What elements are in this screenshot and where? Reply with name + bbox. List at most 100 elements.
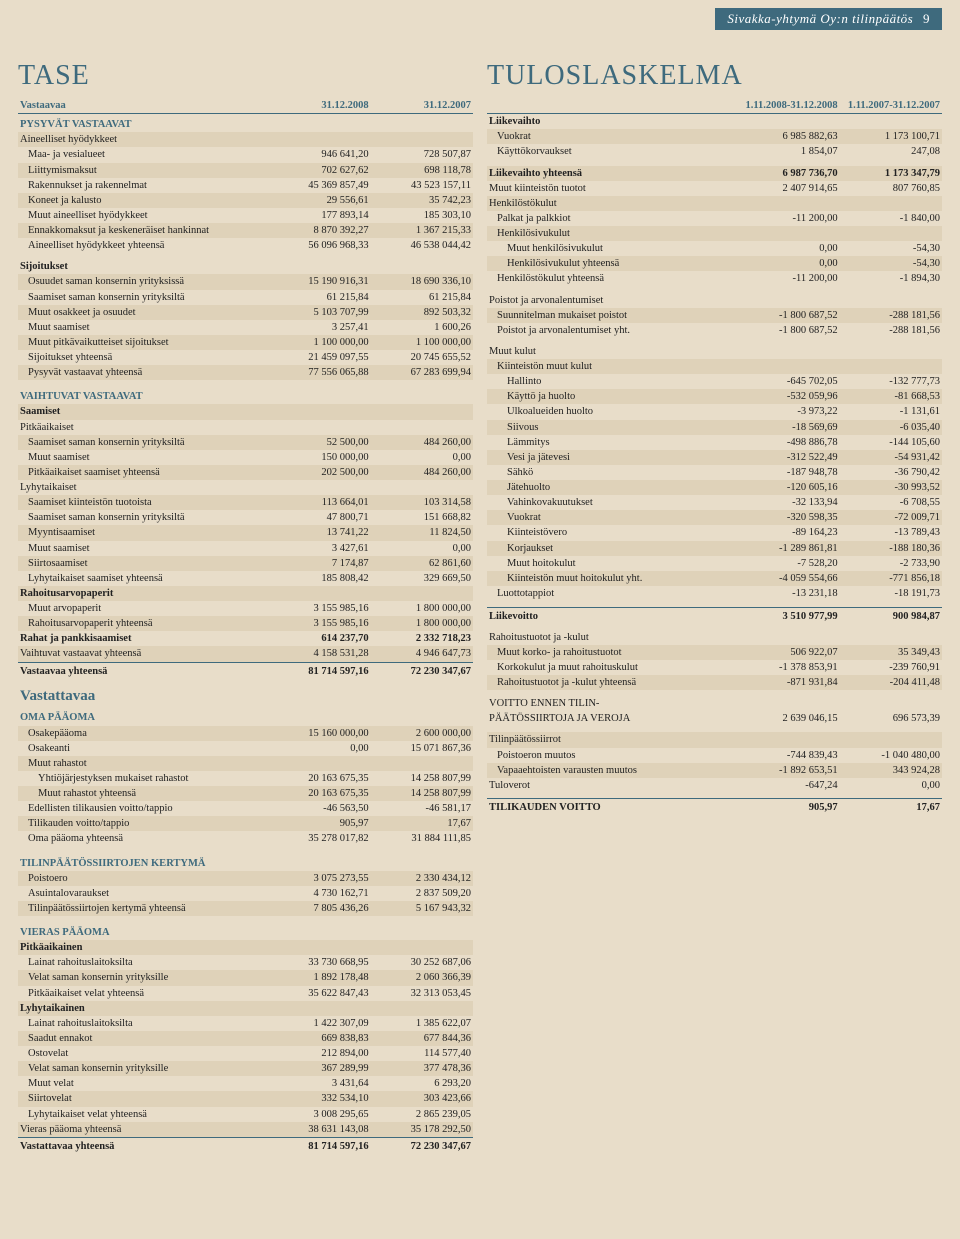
row-value: 3 155 985,16 bbox=[268, 616, 370, 631]
row-value: 13 741,22 bbox=[268, 525, 370, 540]
row-label: Vapaaehtoisten varausten muutos bbox=[487, 763, 737, 778]
row-label: Pitkäaikainen bbox=[18, 940, 268, 955]
row-value: -532 059,96 bbox=[737, 389, 839, 404]
row-value: 1 892 178,48 bbox=[268, 970, 370, 985]
row-value: 151 668,82 bbox=[371, 510, 473, 525]
row-value: 62 861,60 bbox=[371, 556, 473, 571]
row-value: -7 528,20 bbox=[737, 556, 839, 571]
row-value: 0,00 bbox=[371, 541, 473, 556]
row-value: 46 538 044,42 bbox=[371, 238, 473, 253]
row-label: Saadut ennakot bbox=[18, 1031, 268, 1046]
row-value: 3 257,41 bbox=[268, 320, 370, 335]
col-2007-r: 1.11.2007-31.12.2007 bbox=[840, 98, 942, 114]
row-value: 11 824,50 bbox=[371, 525, 473, 540]
row-value bbox=[371, 756, 473, 771]
row-value: 15 160 000,00 bbox=[268, 726, 370, 741]
row-value: 332 534,10 bbox=[268, 1091, 370, 1106]
row-label: Muut aineelliset hyödykkeet bbox=[18, 208, 268, 223]
row-value bbox=[737, 732, 839, 747]
row-value: -1 289 861,81 bbox=[737, 541, 839, 556]
row-label: Pitkäaikaiset velat yhteensä bbox=[18, 986, 268, 1001]
row-value: 807 760,85 bbox=[840, 181, 942, 196]
row-value: 946 641,20 bbox=[268, 147, 370, 162]
row-label: Muut kulut bbox=[487, 344, 737, 359]
row-value: 6 987 736,70 bbox=[737, 166, 839, 181]
row-value: 5 103 707,99 bbox=[268, 305, 370, 320]
row-label: Siivous bbox=[487, 420, 737, 435]
row-value: -6 708,55 bbox=[840, 495, 942, 510]
row-label: Tuloverot bbox=[487, 778, 737, 793]
row-value bbox=[268, 420, 370, 435]
tulos-title: TULOSLASKELMA bbox=[487, 60, 942, 92]
row-label: Maa- ja vesialueet bbox=[18, 147, 268, 162]
row-label: Sijoitukset yhteensä bbox=[18, 350, 268, 365]
row-value: 14 258 807,99 bbox=[371, 771, 473, 786]
row-value: -1 800 687,52 bbox=[737, 323, 839, 338]
row-value bbox=[371, 420, 473, 435]
row-value: 31 884 111,85 bbox=[371, 831, 473, 846]
left-column: TASE Vastaavaa 31.12.2008 31.12.2007 PYS… bbox=[18, 60, 473, 1154]
row-value: 7 174,87 bbox=[268, 556, 370, 571]
row-value bbox=[840, 359, 942, 374]
total-value: 81 714 597,16 bbox=[268, 662, 370, 679]
total-value: 17,67 bbox=[840, 799, 942, 816]
row-value: -1 131,61 bbox=[840, 404, 942, 419]
row-value bbox=[371, 259, 473, 274]
row-value bbox=[840, 696, 942, 711]
section-head: VIERAS PÄÄOMA bbox=[18, 922, 473, 940]
row-label: Vaihtuvat vastaavat yhteensä bbox=[18, 646, 268, 662]
row-label: Pitkäaikaiset bbox=[18, 420, 268, 435]
row-value: 1 600,26 bbox=[371, 320, 473, 335]
row-label: Muut hoitokulut bbox=[487, 556, 737, 571]
row-value: 212 894,00 bbox=[268, 1046, 370, 1061]
row-value: 329 669,50 bbox=[371, 571, 473, 586]
row-label: PÄÄTÖSSIIRTOJA JA VEROJA bbox=[487, 711, 737, 726]
row-label: Ostovelat bbox=[18, 1046, 268, 1061]
row-label: Vahinkovakuutukset bbox=[487, 495, 737, 510]
row-value: 177 893,14 bbox=[268, 208, 370, 223]
row-value: 367 289,99 bbox=[268, 1061, 370, 1076]
row-value: -18 191,73 bbox=[840, 586, 942, 601]
row-value: 202 500,00 bbox=[268, 465, 370, 480]
row-value: 3 431,64 bbox=[268, 1076, 370, 1091]
row-label: Myyntisaamiset bbox=[18, 525, 268, 540]
row-value: 905,97 bbox=[268, 816, 370, 831]
row-value: 14 258 807,99 bbox=[371, 786, 473, 801]
row-value: 61 215,84 bbox=[371, 290, 473, 305]
row-value: -72 009,71 bbox=[840, 510, 942, 525]
row-label: Henkilösivukulut bbox=[487, 226, 737, 241]
row-label: Pysyvät vastaavat yhteensä bbox=[18, 365, 268, 380]
row-value bbox=[268, 940, 370, 955]
row-label: Rahat ja pankkisaamiset bbox=[18, 631, 268, 646]
total-value: 81 714 597,16 bbox=[268, 1137, 370, 1154]
row-value: 150 000,00 bbox=[268, 450, 370, 465]
row-value: 185 303,10 bbox=[371, 208, 473, 223]
row-value: 677 844,36 bbox=[371, 1031, 473, 1046]
row-label: Poistoero bbox=[18, 871, 268, 886]
row-label: Saamiset saman konsernin yrityksiltä bbox=[18, 435, 268, 450]
row-label: Oma pääoma yhteensä bbox=[18, 831, 268, 846]
row-value: 1 385 622,07 bbox=[371, 1016, 473, 1031]
row-label: Henkilöstökulut yhteensä bbox=[487, 271, 737, 286]
row-value: -32 133,94 bbox=[737, 495, 839, 510]
right-column: TULOSLASKELMA 1.11.2008-31.12.2008 1.11.… bbox=[487, 60, 942, 1154]
row-label: Muut osakkeet ja osuudet bbox=[18, 305, 268, 320]
row-value bbox=[268, 756, 370, 771]
row-label: Lyhytaikainen bbox=[18, 1001, 268, 1016]
row-label: Vesi ja jätevesi bbox=[487, 450, 737, 465]
row-value: 3 008 295,65 bbox=[268, 1107, 370, 1122]
row-value: 15 071 867,36 bbox=[371, 741, 473, 756]
row-value: 3 427,61 bbox=[268, 541, 370, 556]
row-value: -120 605,16 bbox=[737, 480, 839, 495]
row-value: 484 260,00 bbox=[371, 465, 473, 480]
row-label: Muut velat bbox=[18, 1076, 268, 1091]
row-value: -1 840,00 bbox=[840, 211, 942, 226]
row-value: -13 789,43 bbox=[840, 525, 942, 540]
row-value: 343 924,28 bbox=[840, 763, 942, 778]
row-value: 35 742,23 bbox=[371, 193, 473, 208]
row-value: 15 190 916,31 bbox=[268, 274, 370, 289]
row-value: 2 639 046,15 bbox=[737, 711, 839, 726]
row-value: 702 627,62 bbox=[268, 163, 370, 178]
row-label: Jätehuolto bbox=[487, 480, 737, 495]
row-value: -89 164,23 bbox=[737, 525, 839, 540]
